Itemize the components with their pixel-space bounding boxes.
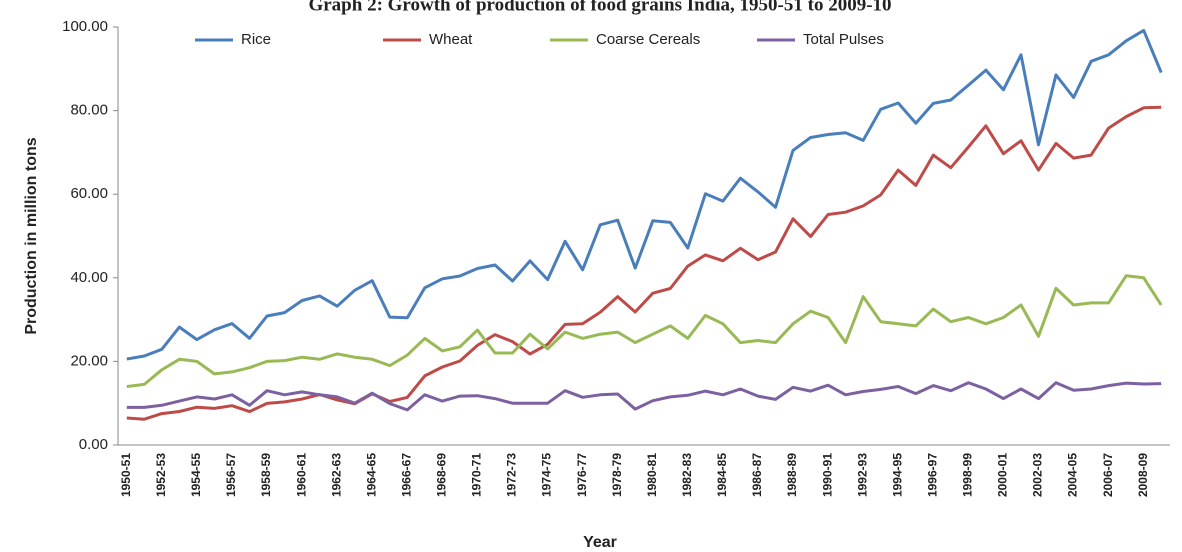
x-tick-label: 1998-99 (961, 453, 975, 497)
x-tick-label: 1984-85 (715, 453, 729, 497)
x-tick-label: 1972-73 (505, 453, 519, 497)
x-tick-label: 1952-53 (154, 453, 168, 497)
x-tick-label: 1960-61 (294, 453, 308, 497)
legend-label: Wheat (429, 31, 473, 48)
x-tick-label: 1950-51 (119, 453, 133, 497)
x-tick-label: 1968-69 (435, 453, 449, 497)
x-tick-label: 1988-89 (785, 453, 799, 497)
x-tick-label: 2000-01 (996, 453, 1010, 497)
x-tick-label: 1956-57 (224, 453, 238, 497)
x-tick-label: 1974-75 (540, 453, 554, 497)
x-axis-label: Year (583, 534, 617, 551)
x-tick-label: 1978-79 (610, 453, 624, 497)
legend-label: Total Pulses (803, 31, 884, 48)
x-tick-label: 1986-87 (750, 453, 764, 497)
y-tick-label: 100.00 (62, 18, 108, 35)
line-series (126, 105, 1162, 421)
x-tick-label: 2002-03 (1031, 453, 1045, 497)
line-series (126, 28, 1163, 361)
x-tick-label: 1954-55 (189, 453, 203, 497)
y-tick-label: 0.00 (79, 436, 108, 453)
x-tick-label: 1970-71 (470, 453, 484, 497)
y-tick-label: 60.00 (70, 185, 108, 202)
y-axis-label: Production in million tons (23, 137, 40, 334)
x-tick-label: 1982-83 (680, 453, 694, 497)
x-tick-label: 1964-65 (364, 453, 378, 497)
x-tick-label: 1980-81 (645, 453, 659, 497)
x-tick-label: 1962-63 (329, 453, 343, 497)
x-tick-label: 1966-67 (399, 453, 413, 497)
x-tick-label: 2006-07 (1101, 453, 1115, 497)
y-tick-label: 80.00 (70, 102, 108, 119)
line-series (126, 381, 1162, 412)
x-tick-label: 2008-09 (1136, 453, 1150, 497)
x-tick-label: 1994-95 (890, 453, 904, 497)
x-tick-label: 1990-91 (820, 453, 834, 497)
x-tick-label: 2004-05 (1066, 453, 1080, 497)
x-tick-label: 1992-93 (855, 453, 869, 497)
legend-label: Rice (241, 31, 271, 48)
y-tick-label: 20.00 (70, 352, 108, 369)
line-series (126, 274, 1163, 388)
x-tick-label: 1958-59 (259, 453, 273, 497)
x-tick-label: 1996-97 (925, 453, 939, 497)
x-tick-label: 1976-77 (575, 453, 589, 497)
y-tick-label: 40.00 (70, 269, 108, 286)
legend-label: Coarse Cereals (596, 31, 700, 48)
chart-title: Graph 2: Growth of production of food gr… (308, 0, 891, 15)
